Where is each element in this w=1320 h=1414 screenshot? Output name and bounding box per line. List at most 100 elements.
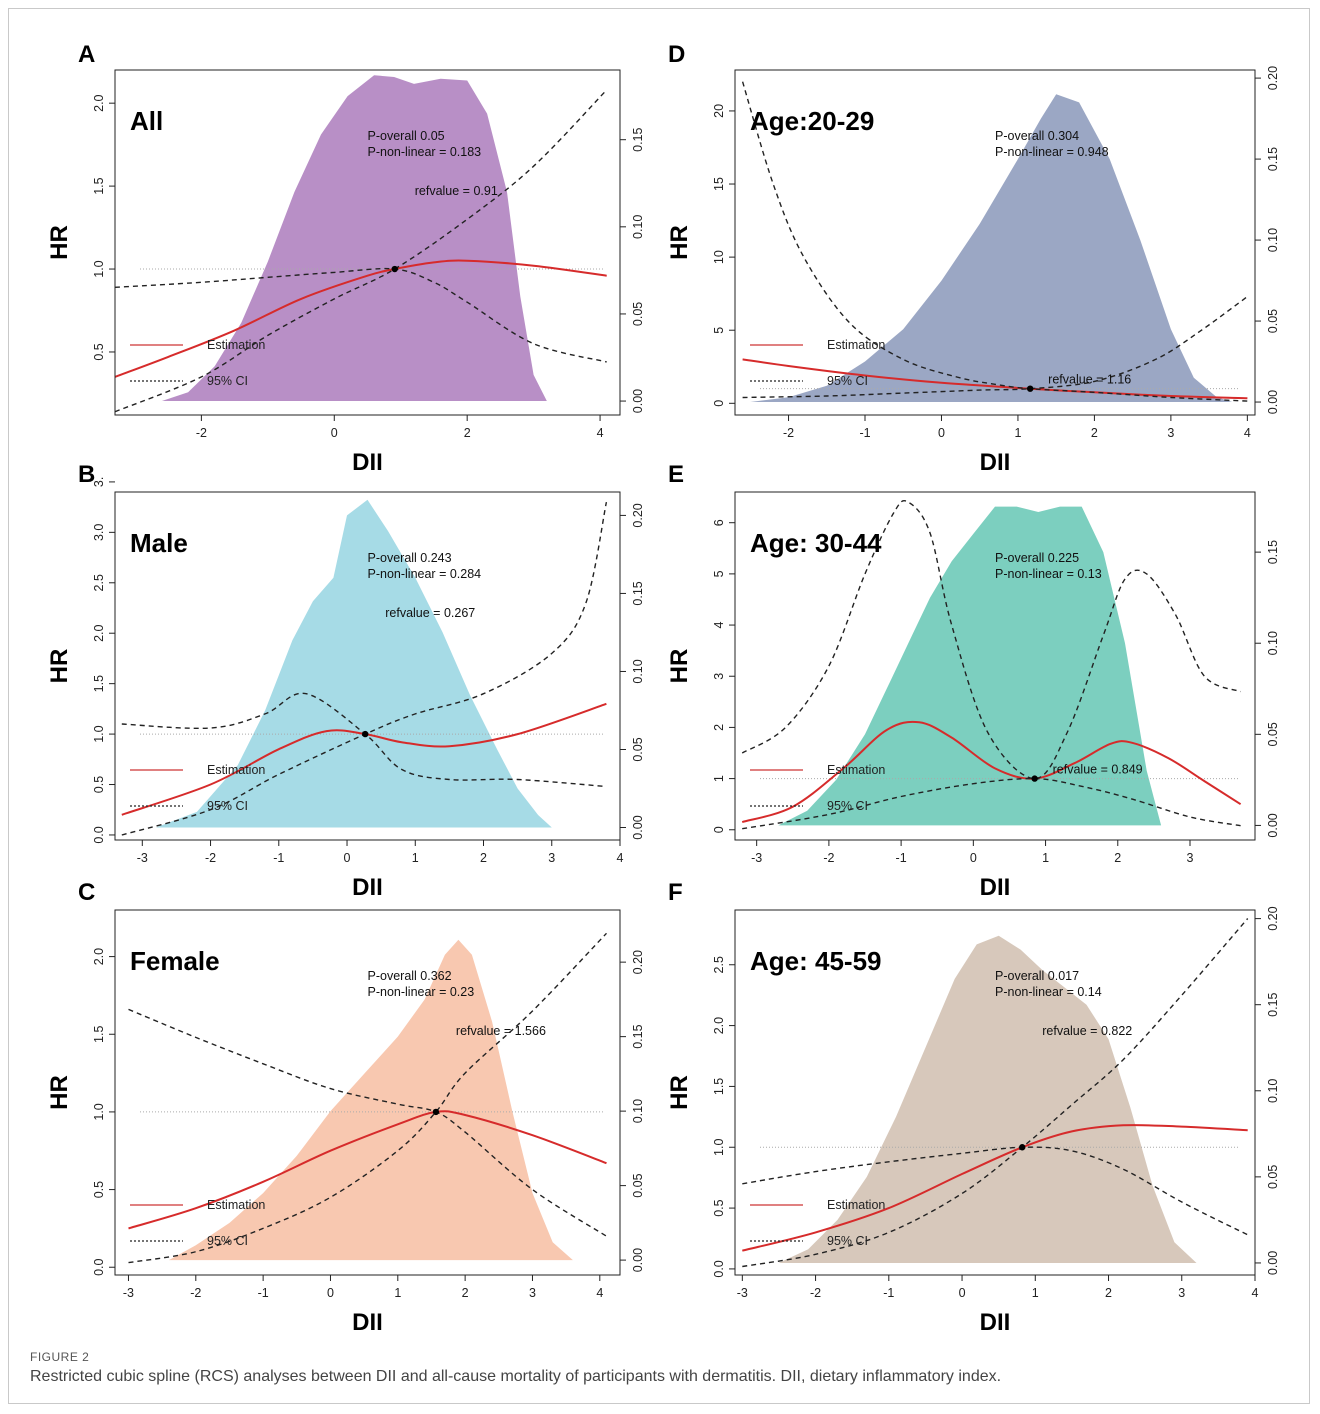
y2-tick-label: 0.15: [631, 127, 645, 151]
x-tick-label: 2: [480, 851, 487, 865]
p-nonlinear-text: P-non-linear = 0.183: [368, 145, 482, 159]
estimation-line: [128, 1110, 607, 1230]
refvalue-text: refvalue = 0.91: [415, 184, 498, 198]
density-area: [778, 935, 1197, 1263]
figure-frame: [8, 8, 1310, 1404]
x-axis-title: DII: [980, 449, 1011, 476]
x-tick-label: 4: [596, 1286, 603, 1300]
legend-ci-label: 95% CI: [827, 1234, 868, 1248]
legend-ci-label: 95% CI: [827, 374, 868, 388]
ref-point: [1019, 1144, 1026, 1151]
estimation-line: [742, 358, 1248, 400]
x-tick-label: -2: [810, 1286, 821, 1300]
x-tick-label: 1: [394, 1286, 401, 1300]
ci-line: [741, 81, 1248, 402]
x-tick-label: 2: [1091, 426, 1098, 440]
y2-tick-label: 0.05: [1266, 1165, 1280, 1189]
estimation-line: [741, 720, 1242, 824]
ci-line: [741, 499, 1241, 780]
y-tick-label: 1.0: [92, 1103, 106, 1120]
ref-point: [432, 1108, 440, 1116]
panel-letter: D: [668, 41, 685, 68]
refvalue-text: refvalue = 1.16: [1048, 373, 1131, 387]
group-title: Female: [130, 946, 220, 976]
x-tick-label: -3: [137, 851, 148, 865]
ci-line: [115, 89, 608, 413]
x-tick-label: -3: [123, 1286, 134, 1300]
x-tick-label: 0: [327, 1286, 334, 1300]
legend-estimation-label: Estimation: [207, 1198, 265, 1212]
y-tick-label: 2.0: [92, 948, 106, 965]
plot-box: [114, 491, 621, 841]
y2-tick-label: 0.20: [1266, 66, 1280, 90]
x-tick-label: 2: [462, 1286, 469, 1300]
y2-tick-label: 0.15: [1266, 540, 1280, 564]
density-area: [168, 939, 573, 1261]
y2-tick-label: 0.10: [1266, 228, 1280, 252]
x-tick-label: 4: [1252, 1286, 1259, 1300]
y2-tick-label: 0.15: [1266, 992, 1280, 1016]
x-axis-title: DII: [980, 874, 1011, 901]
y2-tick-label: 0.10: [631, 659, 645, 683]
x-axis-title: DII: [352, 874, 383, 901]
y-tick-label: 0.5: [712, 1199, 726, 1216]
y-tick-label: 2.5: [712, 956, 726, 973]
figure-label: FIGURE 2: [30, 1350, 90, 1364]
x-axis-title: DII: [352, 1309, 383, 1336]
p-overall-text: P-overall 0.017: [995, 969, 1079, 983]
p-nonlinear-text: P-non-linear = 0.13: [995, 567, 1102, 581]
y2-tick-label: 0.20: [631, 503, 645, 527]
x-tick-label: 0: [344, 851, 351, 865]
y2-tick-label: 0.10: [1266, 631, 1280, 655]
ci-line: [742, 777, 1241, 830]
y-tick-label: 10: [712, 250, 726, 264]
panel-letter: B: [78, 461, 95, 488]
x-tick-label: -2: [783, 426, 794, 440]
y2-tick-label: 0.10: [631, 1099, 645, 1123]
ci-line: [128, 932, 608, 1264]
y-tick-label: 2.0: [712, 1017, 726, 1034]
group-title: Age: 45-59: [750, 946, 882, 976]
estimation-line: [742, 1124, 1248, 1252]
y-tick-label: 1.0: [92, 260, 106, 277]
y-axis-title: HR: [666, 649, 693, 684]
x-tick-label: 0: [970, 851, 977, 865]
y-tick-label: 3.: [92, 477, 106, 487]
y-tick-label: 2: [712, 724, 726, 731]
y-axis-title: HR: [666, 1075, 693, 1110]
panel-e: -3 -2 -1 0 1 2 3 0 1 2 3 4 5 6 0.00 0.05 0.10 0.15 DII HR E A…: [666, 461, 1280, 901]
x-tick-label: -1: [273, 851, 284, 865]
p-overall-text: P-overall 0.304: [995, 129, 1079, 143]
x-tick-label: 2: [464, 426, 471, 440]
x-tick-label: 2: [1105, 1286, 1112, 1300]
y2-tick-label: 0.00: [631, 1248, 645, 1272]
p-nonlinear-text: P-non-linear = 0.284: [368, 567, 482, 581]
x-axis-title: DII: [980, 1309, 1011, 1336]
plot-box: [114, 909, 621, 1276]
y-tick-label: 2.0: [92, 94, 106, 111]
y-tick-label: 15: [712, 177, 726, 191]
y-tick-label: 1.5: [712, 1078, 726, 1095]
y2-tick-label: 0.10: [1266, 1079, 1280, 1103]
panel-letter: A: [78, 41, 95, 68]
refvalue-text: refvalue = 0.822: [1042, 1024, 1132, 1038]
plot-box: [114, 69, 621, 416]
y-tick-label: 1.5: [92, 177, 106, 194]
x-tick-label: 4: [617, 851, 624, 865]
y2-tick-label: 0.05: [1266, 722, 1280, 746]
x-tick-label: -1: [258, 1286, 269, 1300]
figure-caption: Restricted cubic spline (RCS) analyses b…: [30, 1368, 1002, 1385]
legend-estimation-label: Estimation: [207, 338, 265, 352]
ci-line: [121, 501, 608, 836]
y2-tick-label: 0.10: [631, 215, 645, 239]
refvalue-text: refvalue = 0.267: [385, 606, 475, 620]
legend-estimation-label: Estimation: [207, 763, 265, 777]
panel-letter: F: [668, 879, 683, 906]
plot-box: [734, 69, 1256, 416]
panel-b: -3 -2 -1 0 1 2 3 4 0.0 0.5 1.0 1.5 2.0 2.5 3.0 3. 0.00 0.…: [46, 461, 645, 901]
x-tick-label: 1: [1032, 1286, 1039, 1300]
x-tick-label: -2: [196, 426, 207, 440]
panel-a: -2 0 2 4 0.5 1.0 1.5 2.0 0.00 0.05 0.10 0.15 DII HR A A…: [46, 41, 645, 476]
panel-f: -3 -2 -1 0 1 2 3 4 0.0 0.5 1.0 1.5 2.0 2.5 0.00 0.05 0.1…: [666, 879, 1280, 1336]
x-tick-label: 1: [1014, 426, 1021, 440]
